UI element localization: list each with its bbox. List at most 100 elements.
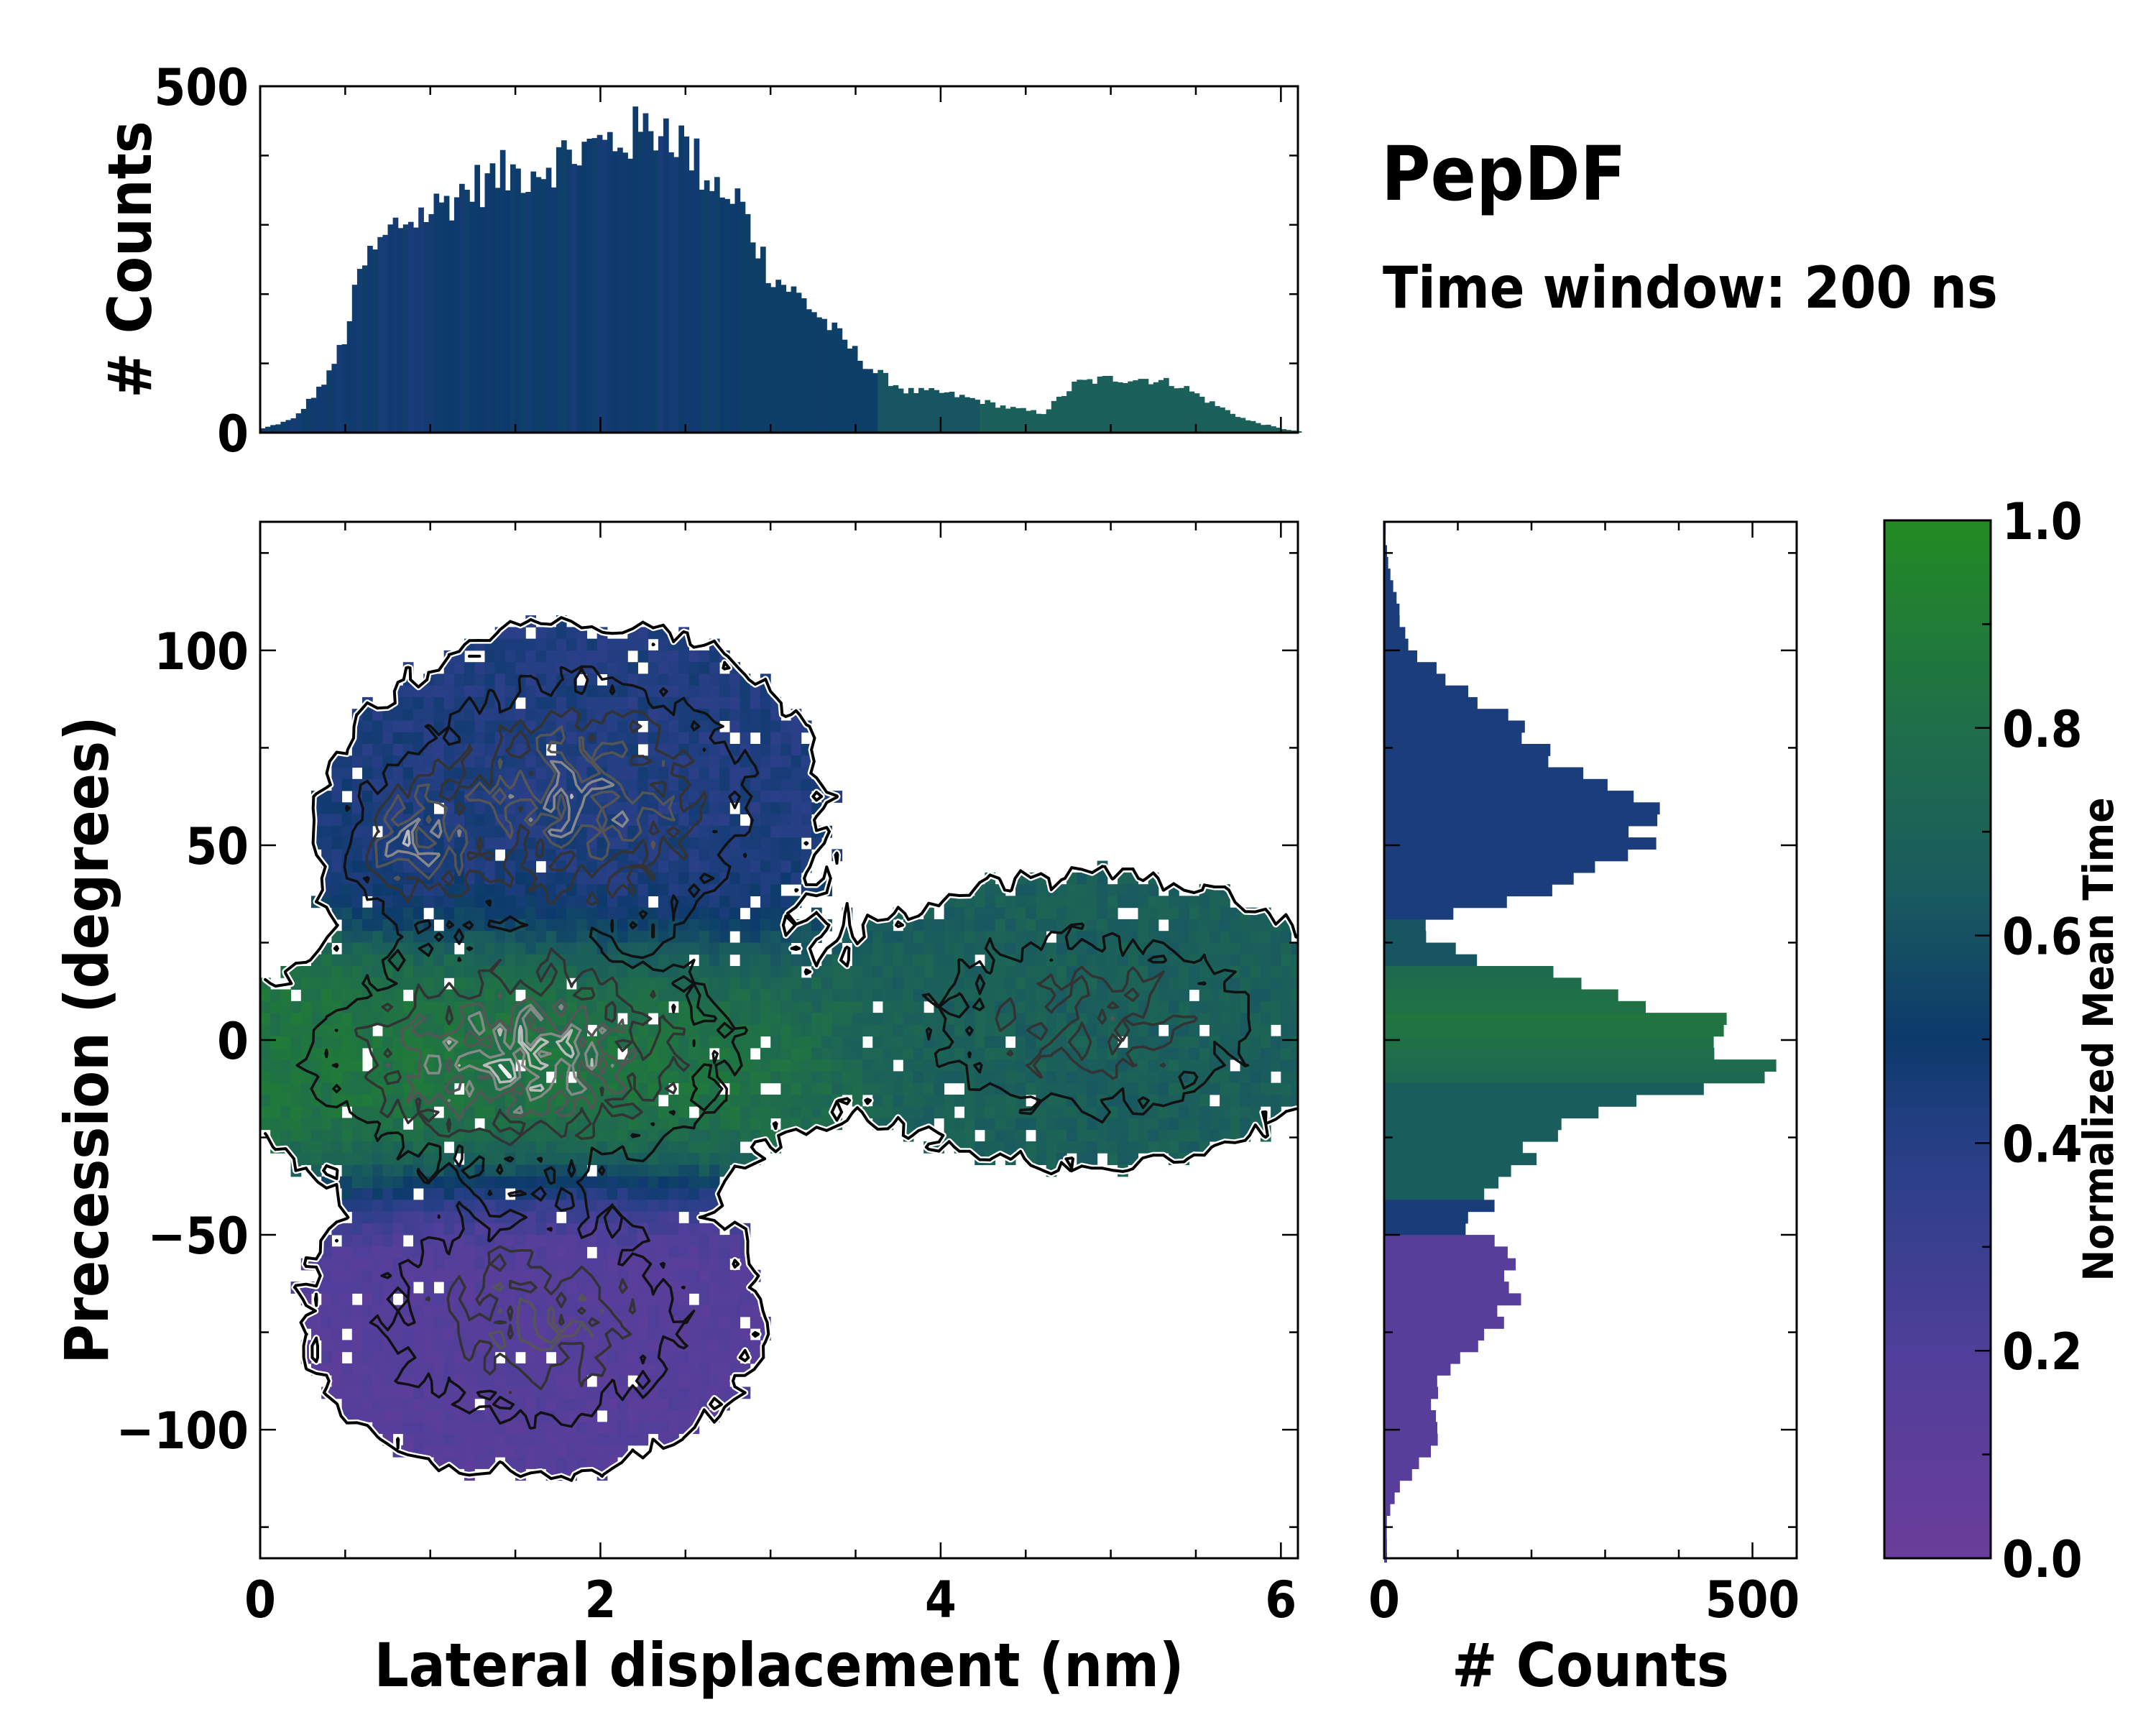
heatmap-cell [321, 1340, 332, 1353]
heatmap-cell [740, 1047, 751, 1060]
right-histogram-bar [1384, 673, 1446, 686]
heatmap-cell [821, 1036, 832, 1049]
heatmap-cell [719, 696, 730, 709]
heatmap-cell [637, 1200, 649, 1213]
heatmap-cell [637, 1024, 649, 1037]
heatmap-cell [505, 942, 516, 955]
heatmap-cell [607, 1351, 618, 1364]
heatmap-cell [658, 673, 669, 686]
heatmap-cell [382, 1375, 394, 1387]
heatmap-cell [1281, 1013, 1291, 1025]
heatmap-cell [1220, 1094, 1230, 1107]
heatmap-cell [760, 755, 771, 768]
heatmap-cell [1026, 907, 1036, 920]
heatmap-cell [351, 1059, 363, 1072]
heatmap-cell [331, 1351, 343, 1364]
top-histogram-bar [1107, 376, 1113, 433]
heatmap-cell [821, 1047, 832, 1060]
heatmap-cell [1260, 1047, 1271, 1060]
heatmap-cell [607, 1176, 618, 1189]
heatmap-cell [1260, 1000, 1271, 1013]
heatmap-cell [607, 1398, 618, 1411]
heatmap-cell [596, 662, 608, 674]
heatmap-cell [484, 791, 496, 803]
heatmap-cell [382, 1036, 394, 1049]
heatmap-cell [617, 709, 628, 721]
right-histogram-bar [1384, 1235, 1495, 1247]
heatmap-cell [791, 814, 802, 827]
heatmap-cell [740, 1082, 751, 1095]
heatmap-cell [1291, 1013, 1298, 1025]
heatmap-cell [566, 1386, 577, 1399]
heatmap-cell [362, 802, 373, 815]
heatmap-cell [556, 1445, 567, 1458]
heatmap-cell [627, 1269, 638, 1282]
heatmap-cell [903, 966, 914, 978]
heatmap-cell [535, 1200, 547, 1213]
heatmap-cell [729, 814, 741, 827]
heatmap-cell [688, 1141, 700, 1154]
heatmap-cell [545, 907, 557, 920]
heatmap-cell [709, 954, 720, 967]
top-histogram-bar [489, 163, 496, 433]
heatmap-cell [1087, 954, 1098, 967]
heatmap-cell [954, 1036, 965, 1049]
heatmap-cell [372, 802, 383, 815]
right-histogram-bar [1384, 1188, 1485, 1200]
heatmap-cell [545, 1141, 557, 1154]
heatmap-cell [576, 931, 587, 943]
heatmap-cell [709, 896, 720, 908]
top-histogram-bar [1281, 429, 1286, 433]
heatmap-cell [1077, 896, 1087, 908]
heatmap-cell [791, 720, 802, 733]
heatmap-cell [678, 673, 689, 686]
heatmap-cell [453, 907, 465, 920]
heatmap-cell [1230, 942, 1240, 955]
heatmap-cell [1046, 1141, 1057, 1154]
heatmap-cell [750, 825, 761, 838]
heatmap-cell [566, 732, 577, 745]
heatmap-cell [443, 966, 455, 978]
heatmap-cell [464, 896, 475, 908]
top-histogram-bar [923, 390, 929, 433]
heatmap-cell [1230, 954, 1240, 967]
right-histogram-bar [1384, 802, 1660, 815]
heatmap-cell [1189, 966, 1200, 978]
heatmap-cell [351, 1351, 363, 1364]
heatmap-cell [1169, 966, 1179, 978]
heatmap-cell [780, 744, 792, 756]
heatmap-cell [464, 966, 475, 978]
heatmap-cell [658, 1410, 669, 1422]
heatmap-cell [525, 849, 536, 862]
heatmap-cell [505, 849, 516, 862]
heatmap-cell [566, 1363, 577, 1376]
heatmap-cell [464, 662, 475, 674]
heatmap-cell [699, 849, 710, 862]
heatmap-cell [443, 696, 455, 709]
heatmap-cell [1230, 1000, 1240, 1013]
heatmap-cell [566, 1258, 577, 1271]
heatmap-cell [1046, 896, 1057, 908]
heatmap-cell [423, 1305, 434, 1317]
heatmap-cell [872, 1082, 883, 1095]
top-histogram-bar [1061, 396, 1067, 433]
heatmap-cell [433, 732, 445, 745]
heatmap-cell [596, 966, 608, 978]
heatmap-cell [1199, 1094, 1210, 1107]
heatmap-cell [351, 954, 363, 967]
heatmap-cell [791, 1082, 802, 1095]
heatmap-cell [1118, 1106, 1128, 1118]
heatmap-cell [566, 744, 577, 756]
heatmap-cell [1169, 989, 1179, 1002]
heatmap-cell [1128, 954, 1138, 967]
heatmap-cell [995, 907, 1006, 920]
top-histogram-bar [448, 220, 455, 433]
heatmap-cell [351, 1316, 363, 1329]
heatmap-cell [464, 1000, 475, 1013]
heatmap-cell [637, 638, 649, 651]
heatmap-cell [1240, 931, 1251, 943]
heatmap-cell [852, 954, 863, 967]
heatmap-cell [637, 627, 649, 640]
heatmap-cell [1209, 1106, 1220, 1118]
top-histogram-bar [673, 157, 679, 433]
